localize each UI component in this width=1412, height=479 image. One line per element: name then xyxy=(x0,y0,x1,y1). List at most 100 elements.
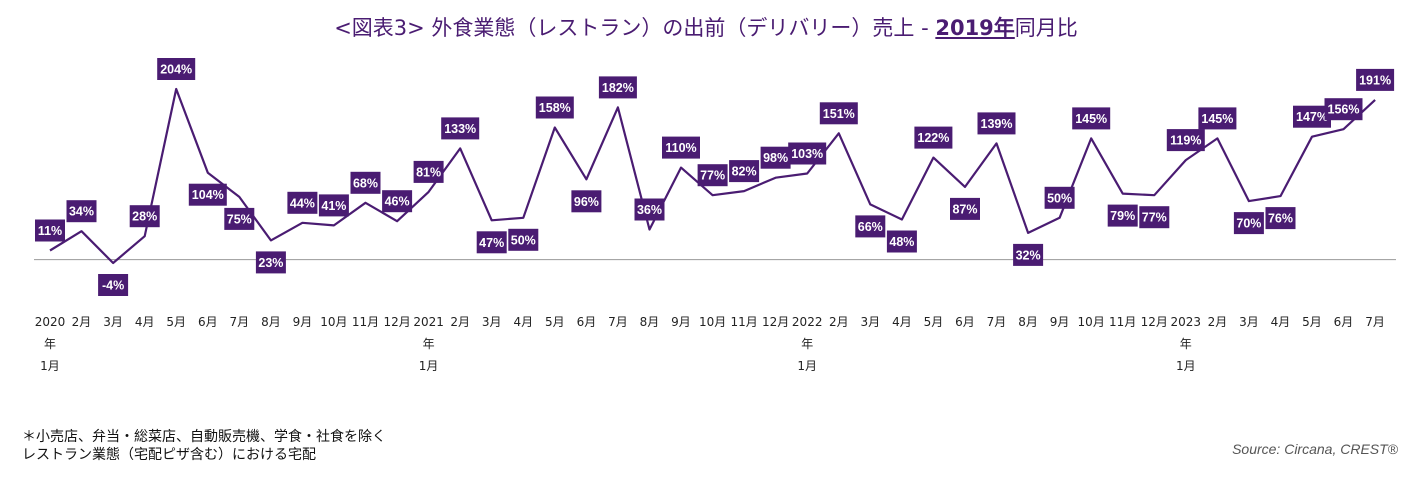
data-label-box xyxy=(819,102,858,125)
data-label: 68% xyxy=(350,171,381,194)
data-label: 48% xyxy=(886,230,917,253)
x-tick-label: 9月 xyxy=(671,315,691,329)
x-tick-label: 8月 xyxy=(640,315,660,329)
x-tick-label: 1月 xyxy=(40,359,60,373)
data-label-text: 50% xyxy=(1047,191,1072,205)
x-tick-label: 7月 xyxy=(229,315,249,329)
data-label-box xyxy=(697,164,728,187)
x-tick-label: 7月 xyxy=(608,315,628,329)
data-label: 139% xyxy=(977,112,1016,135)
data-label-text: 204% xyxy=(160,63,192,77)
x-tick-label: 6月 xyxy=(955,315,975,329)
data-label-box xyxy=(1198,107,1237,130)
x-tick-label: 3月 xyxy=(103,315,123,329)
x-tick-label: 10月 xyxy=(1078,315,1105,329)
x-tick-label: 7月 xyxy=(1365,315,1385,329)
x-tick-label: 1月 xyxy=(797,359,817,373)
data-label-box xyxy=(1013,243,1044,266)
data-label: 75% xyxy=(224,207,255,230)
data-label-box xyxy=(1044,186,1075,209)
chart-title: <図表3> 外食業態（レストラン）の出前（デリバリー）売上 - 2019年同月比 xyxy=(0,12,1412,42)
data-label: 87% xyxy=(950,197,980,220)
x-tick-label: 6月 xyxy=(198,315,218,329)
data-label-text: 77% xyxy=(700,169,725,183)
data-label-box xyxy=(886,230,917,253)
data-label: 110% xyxy=(662,136,700,159)
data-label: 44% xyxy=(287,191,318,214)
data-label-text: 68% xyxy=(353,176,378,190)
data-label-box xyxy=(598,76,637,99)
x-tick-label: 2022 xyxy=(792,315,823,329)
data-label-text: 145% xyxy=(1075,112,1107,126)
x-tick-label: 6月 xyxy=(1334,315,1354,329)
data-label: 11% xyxy=(35,219,65,242)
data-label-text: 36% xyxy=(637,203,662,217)
data-label: 104% xyxy=(188,183,227,206)
x-tick-label: 5月 xyxy=(924,315,944,329)
data-label-text: 182% xyxy=(602,81,634,95)
x-tick-label: 1月 xyxy=(419,359,439,373)
data-label-text: 145% xyxy=(1201,112,1233,126)
data-label-text: 34% xyxy=(69,205,94,219)
data-label-text: 70% xyxy=(1236,217,1261,231)
data-label-box xyxy=(855,215,886,238)
data-label-box xyxy=(950,197,980,220)
data-label: 147% xyxy=(1293,105,1331,128)
footnote: ＊小売店、弁当・総菜店、自動販売機、学食・社食を除く レストラン業態（宅配ピザ含… xyxy=(22,428,386,464)
data-label: 36% xyxy=(634,198,665,221)
data-label: 82% xyxy=(729,160,760,183)
data-label-box xyxy=(1166,129,1205,152)
data-label-box xyxy=(98,274,129,296)
data-label-text: 103% xyxy=(791,147,823,161)
x-tick-label: 4月 xyxy=(892,315,912,329)
data-label: 76% xyxy=(1265,207,1296,230)
x-tick-label: 9月 xyxy=(1050,315,1070,329)
data-label-text: 47% xyxy=(479,236,504,250)
data-label-box xyxy=(1265,207,1296,230)
data-label-text: 191% xyxy=(1359,73,1391,87)
x-tick-label: 12月 xyxy=(383,315,410,329)
x-tick-label: 2023 xyxy=(1171,315,1202,329)
data-label-text: 110% xyxy=(665,141,696,155)
data-label: 34% xyxy=(66,200,97,223)
x-tick-label: 12月 xyxy=(1141,315,1168,329)
data-label: 47% xyxy=(476,231,507,254)
data-label-text: 23% xyxy=(258,256,283,270)
data-label: 145% xyxy=(1072,107,1111,130)
data-label-text: 82% xyxy=(732,165,757,179)
data-label-box xyxy=(66,200,97,223)
data-label-text: 81% xyxy=(416,165,441,179)
data-label: 66% xyxy=(855,215,886,238)
x-tick-label: 年 xyxy=(801,337,813,351)
data-label-box xyxy=(35,219,65,242)
data-label-box xyxy=(1293,105,1331,128)
x-tick-label: 3月 xyxy=(860,315,880,329)
data-label-box xyxy=(188,183,227,206)
x-tick-label: 2月 xyxy=(72,315,92,329)
title-suffix: 同月比 xyxy=(1014,16,1078,40)
data-label-box xyxy=(441,117,480,140)
x-tick-label: 12月 xyxy=(762,315,789,329)
data-label-box xyxy=(571,190,602,213)
x-tick-label: 2021 xyxy=(413,315,444,329)
x-tick-label: 10月 xyxy=(699,315,726,329)
data-label: 158% xyxy=(535,96,574,119)
data-label: 23% xyxy=(255,251,286,274)
data-label-text: 147% xyxy=(1296,110,1328,124)
data-label: 204% xyxy=(157,58,196,80)
data-label-box xyxy=(1139,206,1170,229)
data-label-text: 122% xyxy=(917,131,949,145)
data-label: 81% xyxy=(413,160,444,183)
x-tick-label: 11月 xyxy=(730,315,757,329)
data-label: -4% xyxy=(98,274,129,296)
x-tick-label: 8月 xyxy=(261,315,281,329)
data-label-box xyxy=(1072,107,1111,130)
data-label: 77% xyxy=(697,164,728,187)
x-tick-label: 年 xyxy=(44,337,56,351)
data-label: 191% xyxy=(1356,68,1395,91)
data-label-text: 79% xyxy=(1110,209,1135,223)
data-label: 119% xyxy=(1166,129,1205,152)
x-tick-label: 2月 xyxy=(829,315,849,329)
x-tick-label: 8月 xyxy=(1018,315,1038,329)
x-tick-label: 3月 xyxy=(482,315,502,329)
